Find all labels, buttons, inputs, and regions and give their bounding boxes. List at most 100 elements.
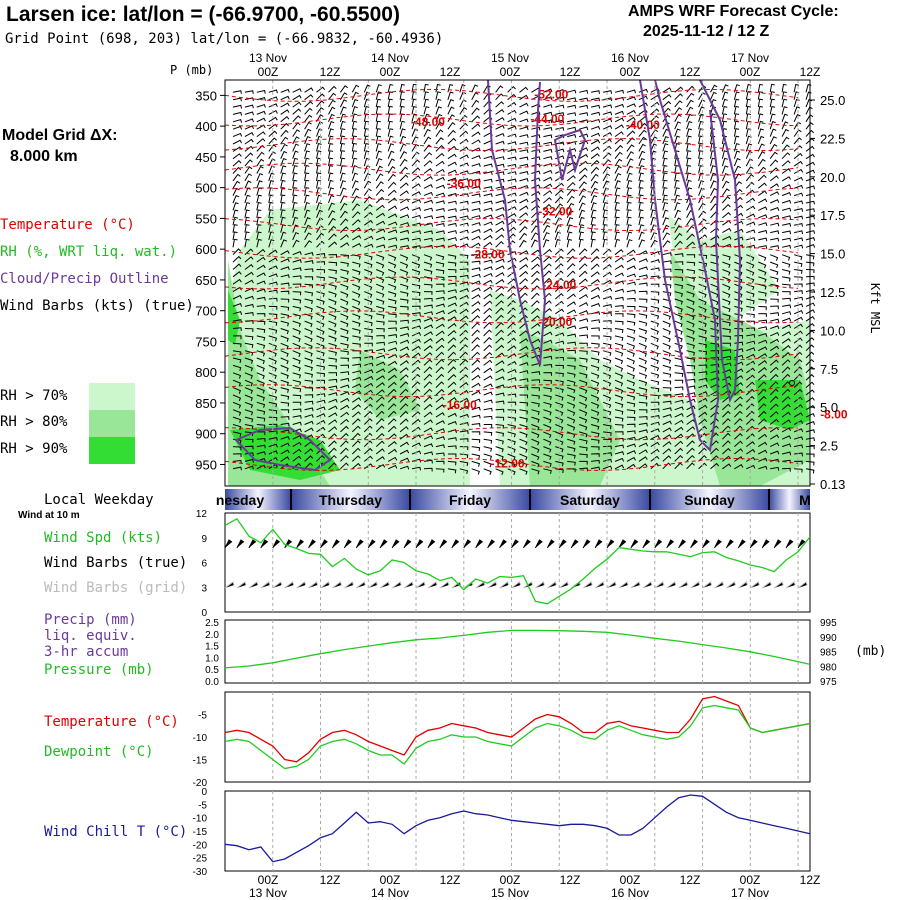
- wind-barb: [256, 320, 266, 325]
- wind-barb: [268, 313, 278, 318]
- wind-barb: [388, 283, 397, 291]
- temperature-tick-label: -10: [193, 733, 208, 744]
- wind-barb: [292, 231, 300, 241]
- wind-tick-label: 9: [201, 534, 207, 545]
- wind-barb: [328, 320, 337, 328]
- wind-barb: [256, 248, 266, 256]
- wind-barb: [614, 335, 624, 341]
- wind-barb: [674, 413, 684, 418]
- wind-barb: [495, 132, 505, 138]
- bottom-date-label: 16 Nov: [611, 886, 649, 900]
- wind-barb: [471, 178, 481, 183]
- wind-barb: [638, 379, 648, 386]
- wind-barb: [411, 418, 421, 425]
- wind-barb: [376, 313, 385, 319]
- wind-barb: [304, 260, 314, 264]
- wind-barb: [447, 329, 457, 337]
- wind-barb: [602, 287, 613, 293]
- wind-barb: [483, 322, 492, 329]
- bottom-hour-label: 12Z: [800, 873, 821, 887]
- wind-barb: [423, 152, 433, 160]
- wind-barb: [722, 455, 731, 462]
- wind-barb: [495, 265, 505, 270]
- wind-barb: [519, 141, 529, 146]
- wind-barb: [638, 372, 648, 379]
- wind-barb: [292, 275, 302, 280]
- wind-barb: [328, 165, 334, 174]
- wind-barb: [375, 382, 385, 388]
- wind-barb: [769, 120, 776, 130]
- wind-barb: [614, 231, 620, 241]
- wind-barb: [555, 416, 564, 424]
- wind-barb: [387, 448, 398, 455]
- wind-barb: [244, 445, 254, 450]
- wind-barb: [411, 167, 421, 174]
- wind-barb: [292, 298, 302, 304]
- wind-barb: [698, 454, 707, 462]
- wind-barb: [471, 423, 481, 427]
- wind-barb: [602, 104, 613, 109]
- wind-barb: [423, 366, 433, 374]
- wind-barb: [626, 103, 636, 108]
- wind-barb: [698, 425, 708, 433]
- wind-barb: [363, 165, 371, 174]
- wind-barb: [256, 431, 266, 436]
- wind-barb: [280, 449, 290, 455]
- wind-barb: [626, 257, 636, 263]
- wind-barb: [304, 224, 312, 233]
- wind-barb: [292, 172, 298, 182]
- wind-barb: [363, 188, 372, 196]
- wind-barb: [351, 150, 357, 159]
- wind-barb: [363, 211, 373, 219]
- wind-barb: [399, 198, 410, 204]
- wind-barb: [495, 392, 505, 397]
- wind-barb: [733, 165, 742, 174]
- wind-barb: [626, 96, 636, 101]
- wind-barb: [256, 264, 266, 270]
- wind-barb: [244, 238, 250, 248]
- wind-barb: [614, 238, 621, 248]
- wind-barb: [686, 405, 696, 411]
- wind-barb: [292, 94, 302, 101]
- wind-barb: [543, 453, 552, 460]
- wind-barb: [316, 128, 323, 137]
- wind-barb: [364, 328, 373, 334]
- wind-barb: [662, 350, 671, 357]
- wind-barb: [232, 311, 243, 315]
- wind-barb: [614, 416, 624, 422]
- wind-barb: [375, 91, 382, 100]
- wind-barb: [698, 328, 707, 335]
- wind-barb: [710, 328, 719, 334]
- wind-barb: [781, 261, 791, 268]
- wind-barb: [555, 112, 565, 116]
- wind-barb: [399, 120, 406, 130]
- wind-barb: [364, 382, 374, 389]
- wind-barb: [471, 314, 481, 322]
- wind-barb: [722, 320, 731, 327]
- wind-barb: [364, 355, 374, 360]
- wind-barb: [578, 294, 589, 300]
- wind-barb: [268, 257, 278, 263]
- wind-barb: [411, 106, 417, 115]
- wind-barb: [602, 173, 611, 182]
- wind-barb: [567, 89, 577, 94]
- wind-barb: [770, 466, 780, 471]
- wind-barb: [590, 139, 601, 145]
- wind-barb: [483, 307, 493, 315]
- cloud-marker: [789, 380, 795, 386]
- wind-barb: [435, 269, 445, 274]
- wind-barb: [328, 372, 337, 376]
- rh-80-swatch: [89, 410, 135, 437]
- wind-barb: [590, 202, 597, 211]
- isotherm-line: [224, 88, 799, 102]
- wind-barb: [280, 172, 286, 182]
- wind-barb: [698, 432, 707, 440]
- wind-barb: [364, 254, 373, 261]
- wind-barb: [495, 206, 505, 211]
- wind-barb: [650, 328, 659, 335]
- wind-barb: [686, 113, 693, 122]
- wind-barb: [256, 224, 262, 233]
- wind-barb: [316, 298, 325, 305]
- wind-barb: [578, 231, 584, 241]
- wind-barb: [387, 105, 393, 115]
